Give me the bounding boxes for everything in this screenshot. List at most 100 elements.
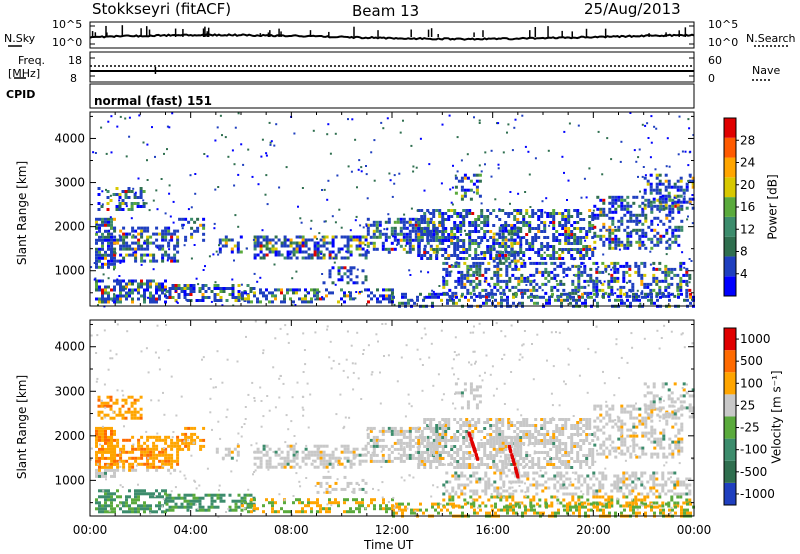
power-cell [649, 182, 653, 186]
power-cell [662, 222, 666, 226]
velocity-cell [390, 444, 394, 448]
power-speckle [527, 150, 530, 153]
power-speckle [691, 298, 693, 301]
velocity-cell [429, 466, 433, 469]
power-cell [656, 231, 660, 235]
velocity-cell [106, 395, 110, 399]
velocity-cell [125, 438, 129, 442]
velocity-cell [511, 498, 515, 502]
power-cell [196, 217, 200, 221]
velocity-cell [543, 451, 547, 454]
power-speckle [119, 261, 122, 264]
velocity-cell [519, 454, 523, 457]
velocity-cell [207, 493, 211, 497]
power-cell [115, 193, 119, 196]
velocity-cell [444, 445, 448, 448]
velocity-cell [152, 450, 156, 454]
velocity-cell [319, 450, 323, 454]
power-cell [653, 301, 656, 305]
velocity-cell [417, 439, 421, 442]
power-cell [331, 244, 335, 248]
power-cell [541, 270, 545, 274]
power-speckle [324, 220, 327, 223]
power-cell [113, 238, 116, 242]
velocity-cell [109, 395, 113, 399]
power-speckle [193, 244, 196, 246]
power-cell [387, 250, 391, 254]
power-cell [271, 244, 275, 248]
power-cell [489, 236, 493, 239]
power-cell [446, 292, 449, 296]
velocity-cell [528, 442, 532, 445]
velocity-cell [170, 444, 174, 448]
velocity-cell [143, 507, 146, 511]
power-cell [189, 293, 193, 296]
power-cell [478, 273, 482, 277]
power-cell [637, 267, 641, 271]
power-cell [671, 216, 675, 220]
power-speckle [411, 299, 414, 302]
velocity-cell [98, 462, 101, 466]
velocity-cell [104, 465, 107, 469]
power-cell [504, 221, 508, 224]
velocity-cell [445, 480, 449, 484]
power-speckle [111, 299, 114, 302]
power-cell [659, 240, 663, 244]
velocity-cell [110, 468, 113, 472]
power-cell [104, 291, 107, 295]
power-cell [463, 173, 467, 177]
power-cell [407, 298, 410, 302]
power-cell [568, 267, 572, 271]
velocity-cell [134, 501, 137, 505]
velocity-cell [390, 426, 394, 430]
velocity-cell [475, 480, 479, 484]
power-cell [121, 190, 125, 193]
velocity-cell [552, 433, 556, 436]
velocity-cell [131, 447, 135, 451]
power-speckle [584, 239, 587, 242]
velocity-cell [110, 432, 113, 436]
power-cell [582, 257, 586, 260]
velocity-cell [101, 444, 104, 448]
power-cell [641, 213, 645, 217]
power-cell [127, 196, 131, 199]
power-cell [561, 218, 565, 221]
velocity-cell [384, 444, 388, 448]
power-cell [596, 213, 600, 217]
velocity-cell [538, 474, 542, 478]
power-cell [610, 273, 614, 277]
velocity-cell [97, 410, 101, 414]
power-speckle [561, 155, 564, 158]
power-cell [411, 244, 415, 248]
velocity-cell [492, 460, 496, 463]
power-cell [465, 257, 469, 260]
velocity-cell [131, 444, 135, 448]
power-cell [346, 235, 350, 239]
power-cell [519, 248, 523, 251]
power-cell [661, 197, 665, 201]
velocity-cell [453, 439, 457, 442]
power-cell [505, 282, 509, 286]
power-cell [146, 285, 149, 289]
power-cell [322, 235, 326, 239]
power-cell [580, 261, 584, 265]
velocity-cell [396, 432, 400, 436]
power-cell [448, 273, 452, 277]
velocity-cell [447, 463, 451, 466]
power-cell [620, 240, 624, 244]
power-speckle [299, 217, 302, 220]
power-cell [298, 247, 302, 251]
power-cell [501, 232, 505, 236]
velocity-cell [283, 456, 287, 460]
power-speckle [364, 243, 367, 246]
power-cell [158, 285, 161, 289]
power-cell [457, 264, 461, 268]
power-cell [170, 232, 174, 236]
power-cell [680, 292, 683, 296]
velocity-cell [537, 460, 541, 463]
power-speckle [533, 279, 536, 282]
velocity-cell [450, 436, 454, 439]
velocity-cell [390, 432, 394, 436]
power-cell [411, 217, 415, 221]
velocity-cell [484, 492, 488, 496]
